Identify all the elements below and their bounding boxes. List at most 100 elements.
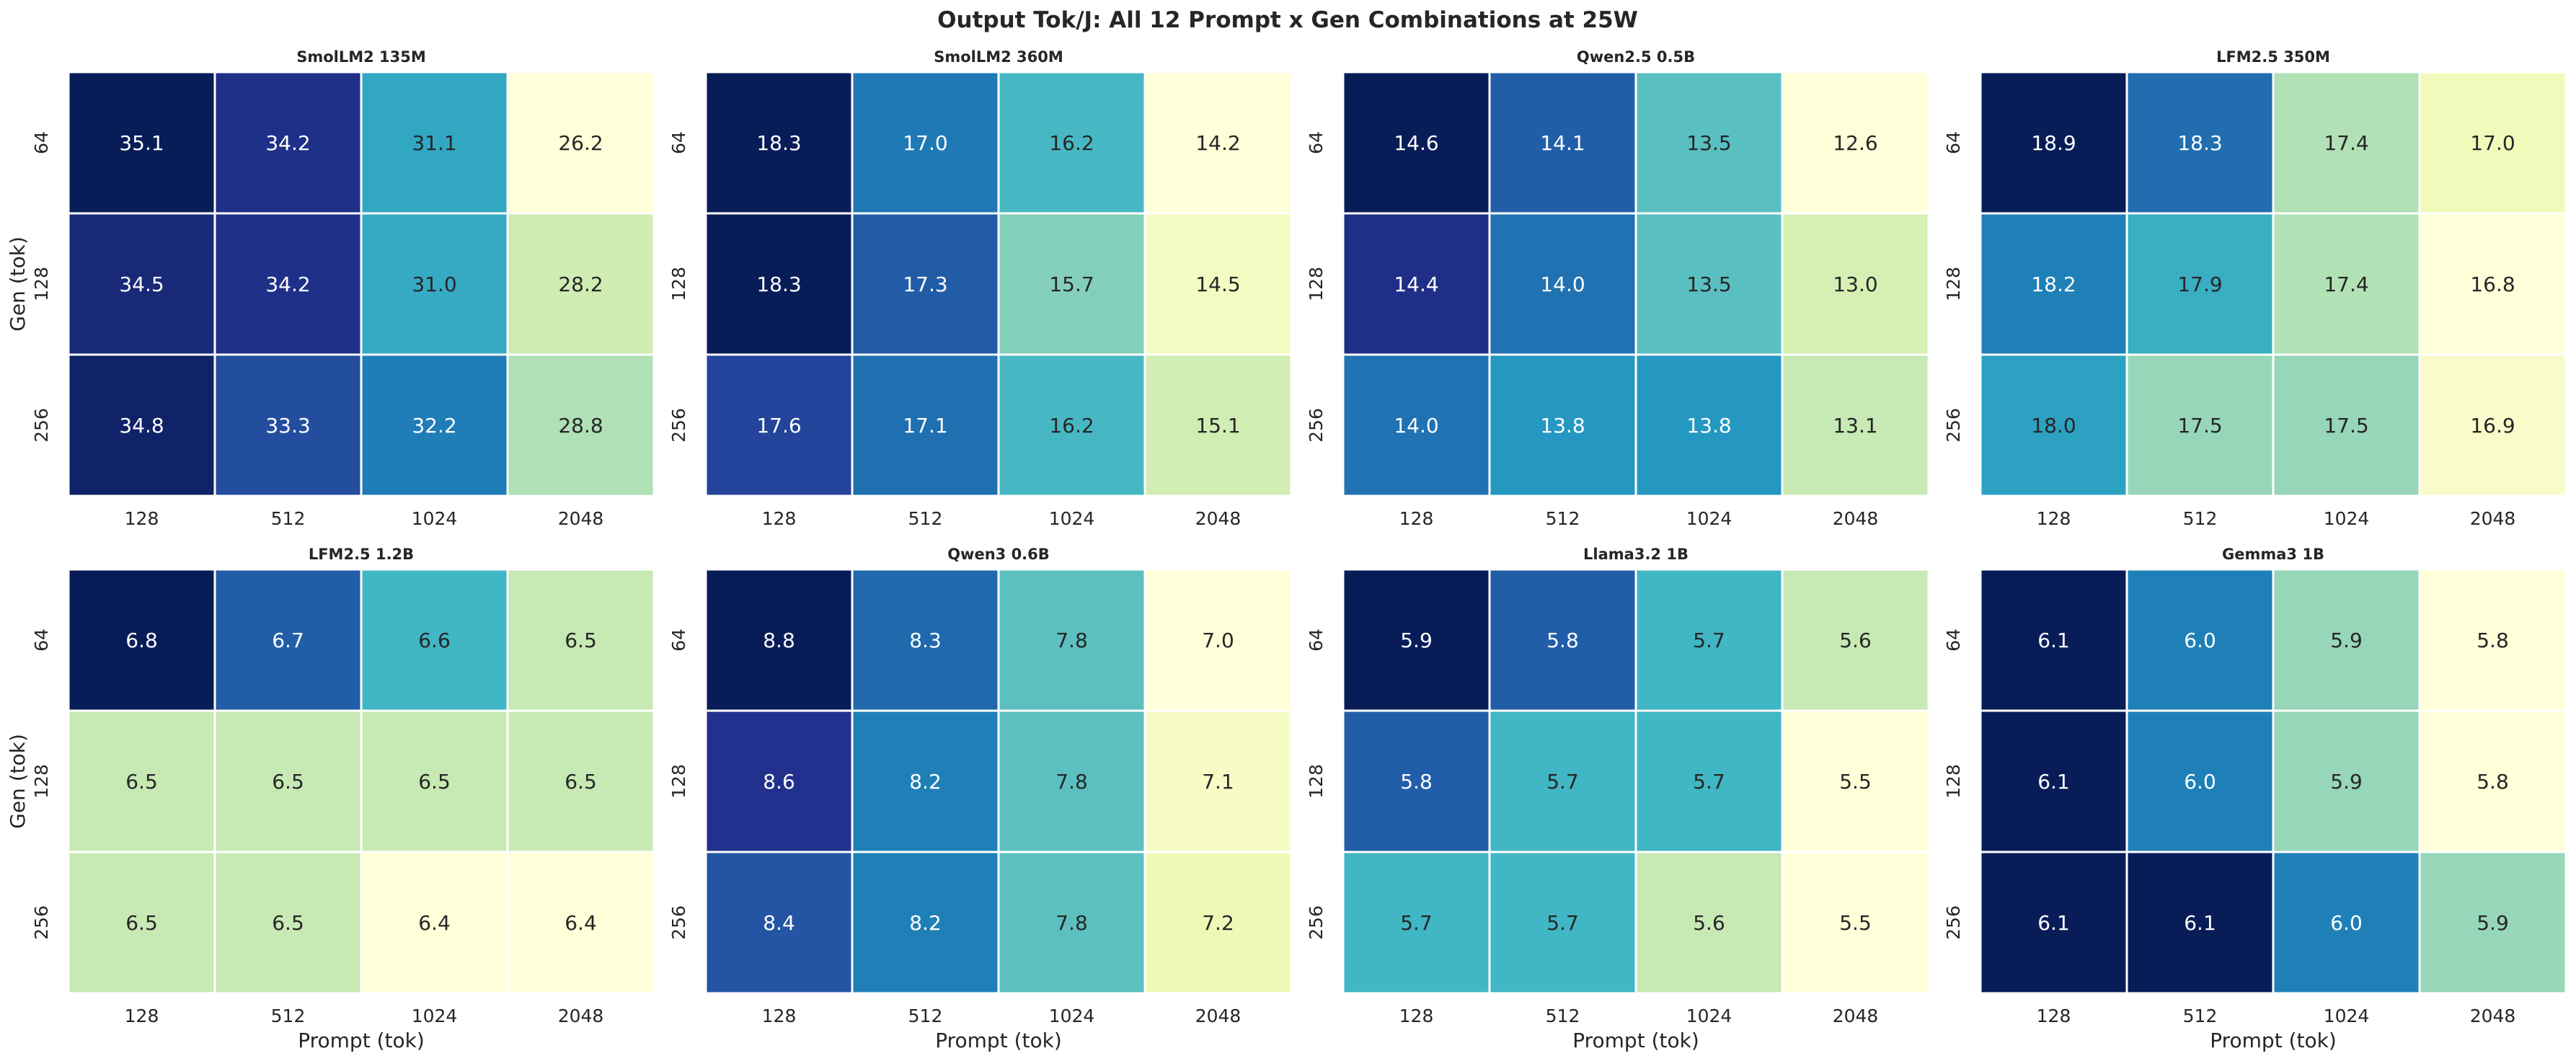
cell-value-label: 15.7 [1049,272,1094,296]
cell-value-label: 32.2 [412,414,456,438]
cell-value-label: 6.0 [2184,770,2216,794]
y-tick-label: 64 [1943,629,1964,652]
heatmap-panel: LFM2.5 1.2B 6.8 6.7 6.6 6.5 6.5 6.5 6.5 6.5 6.5 6.… [6,546,655,1052]
y-axis-label: Gen (tok) [6,236,30,332]
heatmap-cell [1143,568,1293,712]
x-tick-label: 2048 [1195,508,1241,529]
heatmap-cell [1143,353,1293,497]
y-tick-label: 256 [1306,905,1327,940]
heatmap-cell [67,353,216,497]
heatmap-cell [2418,71,2567,215]
cell-value-label: 5.8 [2477,629,2509,652]
cell-value-label: 31.0 [412,272,456,296]
heatmap-cell [851,353,1000,497]
heatmap-cell [1979,353,2128,497]
y-tick-label: 64 [31,131,52,154]
cell-value-label: 14.1 [1540,131,1585,155]
x-tick-label: 512 [1546,508,1580,529]
heatmap-cell [1143,212,1293,356]
cell-value-label: 5.5 [1839,770,1872,794]
heatmap-cell [360,568,509,712]
cell-value-label: 8.2 [909,911,942,935]
heatmap-cell [1634,568,1784,712]
heatmap-cell [851,709,1000,853]
cell-value-label: 7.8 [1055,911,1088,935]
x-tick-label: 512 [908,508,943,529]
heatmap-cell [1143,71,1293,215]
cell-value-label: 28.8 [558,414,603,438]
cell-value-label: 14.2 [1195,131,1240,155]
heatmap-cell [1342,71,1491,215]
heatmap-cell [506,212,655,356]
x-tick-label: 1024 [412,1005,458,1026]
heatmap-cell [1488,709,1637,853]
x-tick-label: 512 [2183,508,2218,529]
cell-value-label: 14.0 [1394,414,1438,438]
y-tick-label: 128 [31,267,52,301]
cell-value-label: 6.5 [565,770,597,794]
cell-value-label: 5.9 [2477,911,2509,935]
heatmap-cell [1342,212,1491,356]
cell-value-label: 13.8 [1540,414,1585,438]
heatmap-cell [1634,709,1784,853]
y-tick-label: 64 [668,131,689,154]
heatmap-cell [67,709,216,853]
cell-value-label: 6.5 [272,770,304,794]
x-tick-label: 1024 [412,508,458,529]
cell-value-label: 5.7 [1400,911,1433,935]
cell-value-label: 13.0 [1833,272,1877,296]
cell-value-label: 18.3 [756,131,801,155]
heatmap-cell [851,71,1000,215]
y-tick-label: 128 [1943,267,1964,301]
cell-value-label: 6.5 [125,911,158,935]
cell-value-label: 5.8 [2477,770,2509,794]
cell-value-label: 5.8 [1546,629,1579,652]
heatmap-cell [2272,71,2421,215]
x-tick-label: 128 [2037,508,2071,529]
y-tick-label: 256 [1943,905,1964,940]
panel-title: Qwen2.5 0.5B [1577,48,1695,66]
panel-title: LFM2.5 1.2B [309,546,414,563]
cell-value-label: 6.0 [2184,629,2216,652]
cell-value-label: 8.2 [909,770,942,794]
heatmap-cell [2418,568,2567,712]
cell-value-label: 34.5 [119,272,164,296]
cell-value-label: 17.0 [2470,131,2515,155]
heatmap-cell [1781,71,1930,215]
x-axis-label: Prompt (tok) [2210,1029,2337,1052]
cell-value-label: 34.2 [265,131,310,155]
heatmap-cell [506,71,655,215]
x-axis-label: Prompt (tok) [298,1029,425,1052]
y-tick-label: 64 [31,629,52,652]
cell-value-label: 6.5 [565,629,597,652]
cell-value-label: 7.8 [1055,629,1088,652]
cell-value-label: 13.5 [1686,131,1731,155]
heatmap-cell [997,709,1146,853]
cell-value-label: 14.0 [1540,272,1585,296]
x-tick-label: 128 [1399,1005,1434,1026]
x-tick-label: 2048 [1833,1005,1879,1026]
panel-title: SmolLM2 360M [934,48,1063,66]
heatmap-cell [1979,568,2128,712]
heatmap-cell [2125,71,2275,215]
y-tick-label: 128 [31,764,52,799]
heatmap-cell [2272,709,2421,853]
y-axis-label: Gen (tok) [6,734,30,829]
cell-value-label: 5.5 [1839,911,1872,935]
cell-value-label: 5.9 [1400,629,1433,652]
cell-value-label: 34.2 [265,272,310,296]
x-tick-label: 1024 [2324,1005,2370,1026]
heatmap-cell [2418,212,2567,356]
heatmap-panel: Gemma3 1B 6.1 6.0 5.9 5.8 6.1 6.0 5.9 5.8 6.1 6.1 6… [1943,546,2567,1052]
x-tick-label: 512 [1546,1005,1580,1026]
x-tick-label: 1024 [1049,1005,1095,1026]
heatmap-cell [213,353,363,497]
x-tick-label: 2048 [2470,1005,2516,1026]
heatmap-panel: Llama3.2 1B 5.9 5.8 5.7 5.6 5.8 5.7 5.7 5.5 5.7 5.… [1306,546,1930,1052]
heatmap-cell [704,212,854,356]
heatmap-cell [213,71,363,215]
heatmap-cell [1143,851,1293,995]
cell-value-label: 6.7 [272,629,304,652]
y-tick-label: 64 [1306,629,1327,652]
